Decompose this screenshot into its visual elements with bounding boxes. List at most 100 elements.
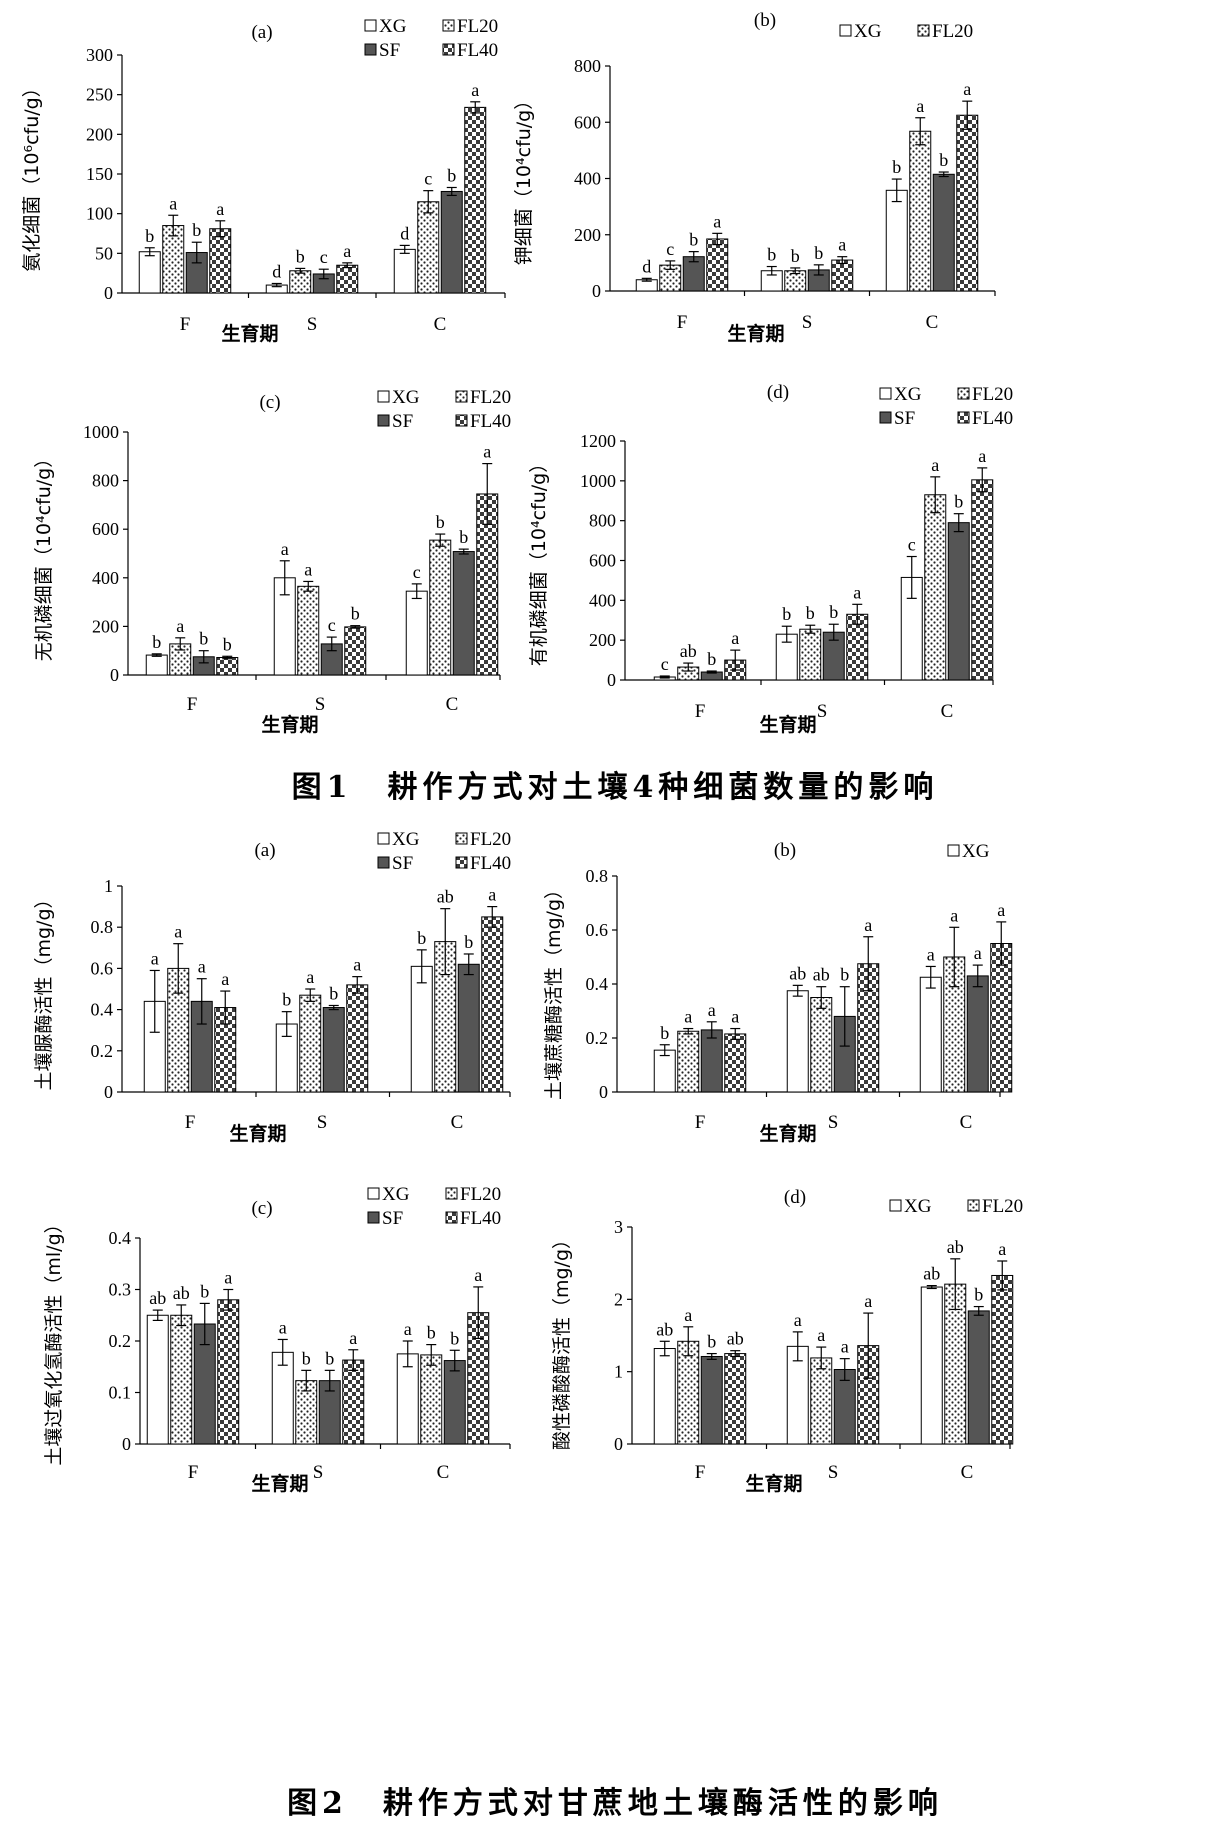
legend-label-fl40: FL40 xyxy=(460,1208,501,1229)
legend-label-xg: XG xyxy=(962,841,990,862)
bar-xg-c xyxy=(885,189,908,292)
legend-swatch-fl40 xyxy=(455,856,468,869)
significance-label: c xyxy=(424,169,432,189)
bar-fl20-f xyxy=(170,1314,193,1445)
y-tick-label: 0 xyxy=(607,670,616,690)
bar-sf-c xyxy=(443,1360,466,1445)
legend-label-xg: XG xyxy=(379,16,407,37)
legend-swatch-xg xyxy=(377,832,390,845)
bar-fl40-s xyxy=(831,259,854,292)
legend-swatch-xg xyxy=(377,390,390,403)
y-tick-label: 0 xyxy=(104,1082,113,1102)
legend-swatch-xg xyxy=(889,1199,902,1212)
y-tick-label: 0 xyxy=(110,665,119,685)
category-label: C xyxy=(434,314,447,335)
x-axis-label: 生育期 xyxy=(727,322,784,345)
y-tick-label: 0.4 xyxy=(109,1228,132,1248)
legend-label-sf: SF xyxy=(392,411,413,432)
bar-sf-s xyxy=(322,1007,345,1093)
x-axis-label: 生育期 xyxy=(759,713,816,736)
bar-fl20-c xyxy=(429,539,452,676)
significance-label: a xyxy=(841,1337,849,1357)
significance-label: a xyxy=(221,969,229,989)
bar-xg-c xyxy=(396,1353,419,1445)
bar-fl40-f xyxy=(217,1299,240,1445)
y-tick-label: 0.6 xyxy=(91,958,114,978)
significance-label: a xyxy=(353,955,361,975)
bar-xg-c xyxy=(410,965,433,1093)
x-axis-label: 生育期 xyxy=(221,322,278,345)
significance-label: a xyxy=(304,559,312,579)
legend-swatch-fl20 xyxy=(917,24,930,37)
significance-label: a xyxy=(471,80,479,100)
y-tick-label: 200 xyxy=(86,124,113,144)
y-tick-label: 1200 xyxy=(580,431,616,451)
significance-label: c xyxy=(328,615,336,635)
significance-label: a xyxy=(174,922,182,942)
figure-2-caption: 图2 耕作方式对甘蔗地土壤酶活性的影响 xyxy=(287,1786,943,1821)
significance-label: b xyxy=(447,165,456,185)
legend-swatch-fl40 xyxy=(455,414,468,427)
significance-label: a xyxy=(931,455,939,475)
significance-label: c xyxy=(908,535,916,555)
x-axis-label: 生育期 xyxy=(261,713,318,736)
legend-label-sf: SF xyxy=(392,853,413,874)
bar-sf-c xyxy=(440,190,463,294)
significance-label: a xyxy=(349,1328,357,1348)
bar-fl20-s xyxy=(810,1357,833,1445)
bar-sf-c xyxy=(452,551,475,676)
bar-fl20-c xyxy=(417,201,440,294)
bar-fl40-s xyxy=(342,1359,365,1445)
bar-fl40-f xyxy=(724,1353,747,1445)
x-axis-label: 生育期 xyxy=(251,1472,308,1495)
y-tick-label: 400 xyxy=(589,590,616,610)
panel-label: (d) xyxy=(767,382,789,403)
legend-label-fl20: FL20 xyxy=(470,829,511,850)
significance-label: a xyxy=(838,235,846,255)
legend-swatch-fl40 xyxy=(442,43,455,56)
y-axis-label: 有机磷细菌（10⁴cfu/g） xyxy=(528,454,550,666)
legend-label-fl20: FL20 xyxy=(932,21,973,42)
significance-label: a xyxy=(963,79,971,99)
significance-label: b xyxy=(302,1348,311,1368)
legend-label-sf: SF xyxy=(894,408,915,429)
legend-label-fl20: FL20 xyxy=(982,1196,1023,1217)
bar-fl20-c xyxy=(420,1354,443,1445)
significance-label: c xyxy=(413,562,421,582)
significance-label: b xyxy=(829,602,838,622)
significance-label: ab xyxy=(656,1319,673,1339)
category-label: C xyxy=(926,312,939,333)
y-tick-label: 400 xyxy=(574,169,601,189)
significance-label: a xyxy=(731,628,739,648)
y-tick-label: 150 xyxy=(86,164,113,184)
category-label: F xyxy=(695,1112,706,1133)
x-axis-label: 生育期 xyxy=(745,1472,802,1495)
y-tick-label: 200 xyxy=(574,225,601,245)
legend-swatch-fl20 xyxy=(967,1199,980,1212)
significance-label: b xyxy=(814,243,823,263)
bar-fl40-c xyxy=(956,114,979,292)
panel-label: (b) xyxy=(774,840,796,861)
significance-label: a xyxy=(176,616,184,636)
legend-label-fl40: FL40 xyxy=(470,411,511,432)
significance-label: a xyxy=(483,442,491,462)
category-label: S xyxy=(802,312,813,333)
significance-label: ab xyxy=(680,641,697,661)
legend-swatch-sf xyxy=(879,411,892,424)
category-label: C xyxy=(941,701,954,722)
category-label: C xyxy=(437,1462,450,1483)
legend-swatch-sf xyxy=(367,1211,380,1224)
bar-xg-s xyxy=(786,990,809,1093)
category-label: F xyxy=(180,314,191,335)
y-tick-label: 200 xyxy=(589,630,616,650)
y-tick-label: 50 xyxy=(95,243,113,263)
legend-label-fl20: FL20 xyxy=(460,1184,501,1205)
significance-label: b xyxy=(840,965,849,985)
significance-label: d xyxy=(272,261,281,281)
significance-label: ab xyxy=(923,1264,940,1284)
significance-label: b xyxy=(459,527,468,547)
y-tick-label: 250 xyxy=(86,85,113,105)
